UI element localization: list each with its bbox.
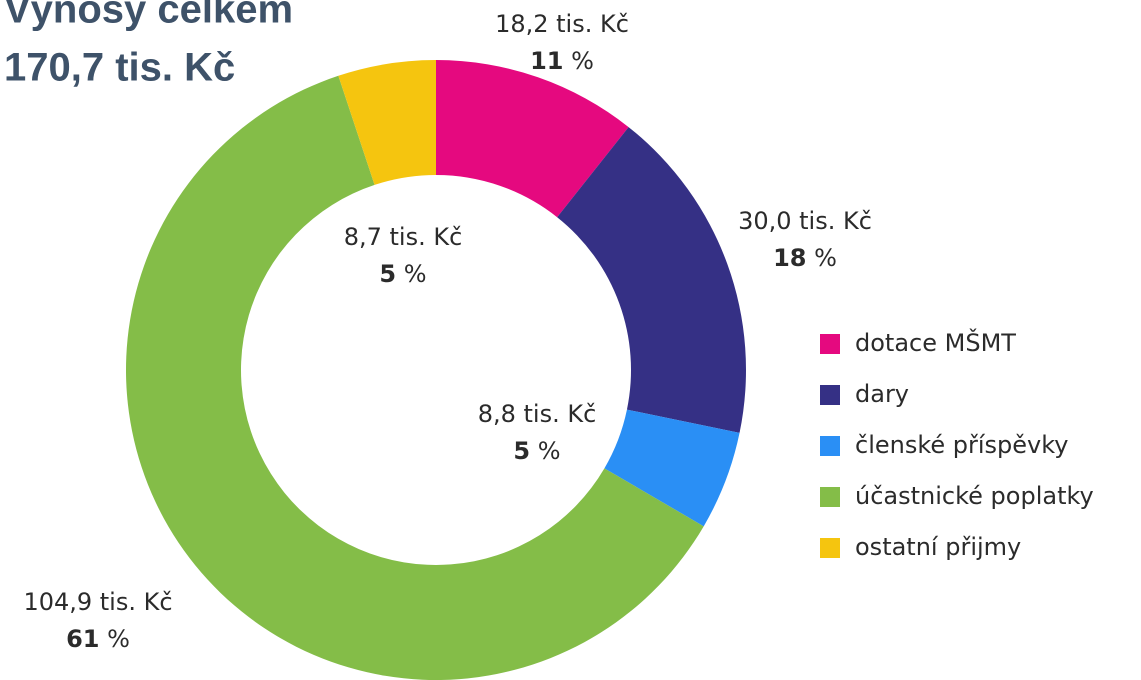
percent-value: 5 [379, 260, 396, 288]
value-label: 18,2 tis. Kč [495, 10, 629, 38]
percent-label: 5 % [513, 437, 560, 465]
legend-swatch [820, 385, 840, 405]
percent-unit: % [538, 437, 561, 465]
legend-label: ostatní přijmy [855, 533, 1021, 561]
value-label: 104,9 tis. Kč [23, 588, 172, 616]
donut-segment [126, 75, 704, 680]
percent-value: 5 [513, 437, 530, 465]
donut-segment [557, 127, 746, 433]
chart-subtitle: 170,7 tis. Kč [4, 46, 235, 90]
percent-unit: % [404, 260, 427, 288]
legend-swatch [820, 487, 840, 507]
legend-label: účastnické poplatky [855, 482, 1094, 510]
value-label: 8,8 tis. Kč [478, 400, 597, 428]
legend-label: dotace MŠMT [855, 327, 1016, 357]
legend-label: členské příspěvky [855, 431, 1069, 459]
value-label: 8,7 tis. Kč [344, 223, 463, 251]
legend-swatch [820, 334, 840, 354]
percent-unit: % [814, 244, 837, 272]
percent-value: 18 [773, 244, 806, 272]
donut-segment [604, 409, 740, 527]
percent-value: 11 [530, 47, 563, 75]
percent-unit: % [107, 625, 130, 653]
percent-label: 5 % [379, 260, 426, 288]
legend-swatch [820, 436, 840, 456]
percent-value: 61 [66, 625, 99, 653]
percent-label: 61 % [66, 625, 130, 653]
percent-unit: % [571, 47, 594, 75]
legend-swatch [820, 538, 840, 558]
percent-label: 11 % [530, 47, 594, 75]
donut-segment [338, 60, 436, 185]
legend-label: dary [855, 380, 909, 408]
chart-title: Výnosy celkem [4, 0, 293, 32]
value-label: 30,0 tis. Kč [738, 207, 872, 235]
donut-segment [436, 60, 629, 218]
percent-label: 18 % [773, 244, 837, 272]
